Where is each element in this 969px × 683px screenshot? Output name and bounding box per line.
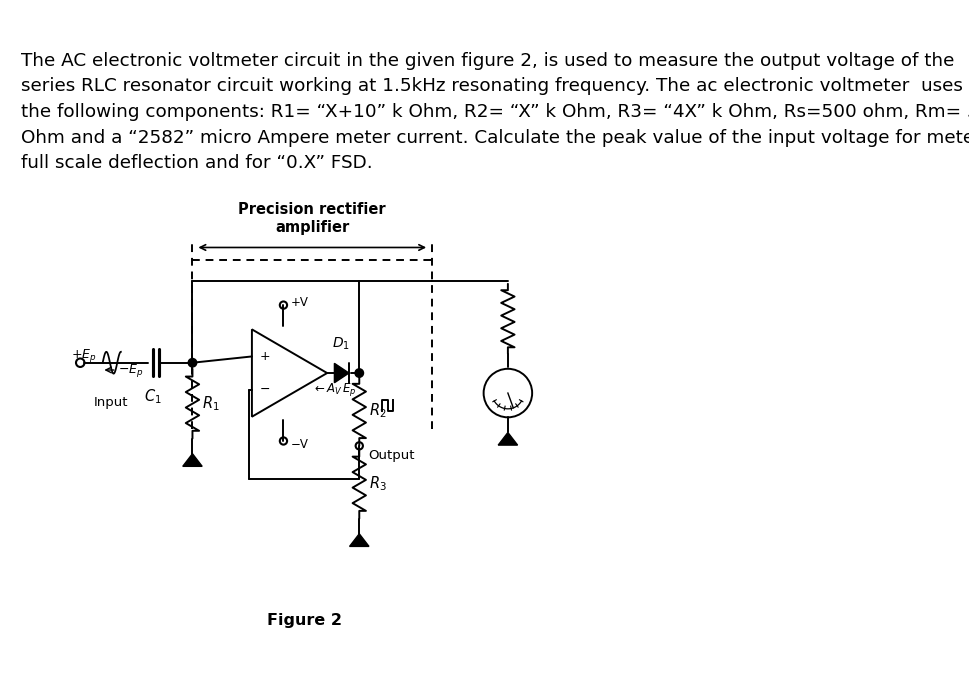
Polygon shape [350,534,369,546]
Text: The AC electronic voltmeter circuit in the given figure 2, is used to measure th: The AC electronic voltmeter circuit in t… [20,51,969,172]
Text: $R_2$: $R_2$ [369,402,387,420]
Text: $D_1$: $D_1$ [332,336,350,352]
Text: $\leftarrow A_V\,E_p$: $\leftarrow A_V\,E_p$ [312,381,357,398]
Text: −: − [260,383,270,396]
Text: Output: Output [368,449,415,462]
Text: $C_1$: $C_1$ [144,387,162,406]
Text: +V: +V [291,296,308,309]
Polygon shape [183,454,203,466]
Polygon shape [498,432,517,445]
Text: amplifier: amplifier [275,221,350,236]
Circle shape [188,359,197,367]
Text: $-E_p$: $-E_p$ [118,361,144,378]
Text: $R_1$: $R_1$ [203,394,220,413]
Circle shape [355,369,363,377]
Text: Input: Input [93,396,128,409]
Text: −V: −V [291,438,308,451]
Text: +: + [260,350,270,363]
Text: $R_3$: $R_3$ [369,475,387,493]
Text: $+E_p$: $+E_p$ [71,347,97,364]
Text: Figure 2: Figure 2 [267,613,342,628]
Text: Precision rectifier: Precision rectifier [238,202,386,217]
Polygon shape [334,363,349,382]
